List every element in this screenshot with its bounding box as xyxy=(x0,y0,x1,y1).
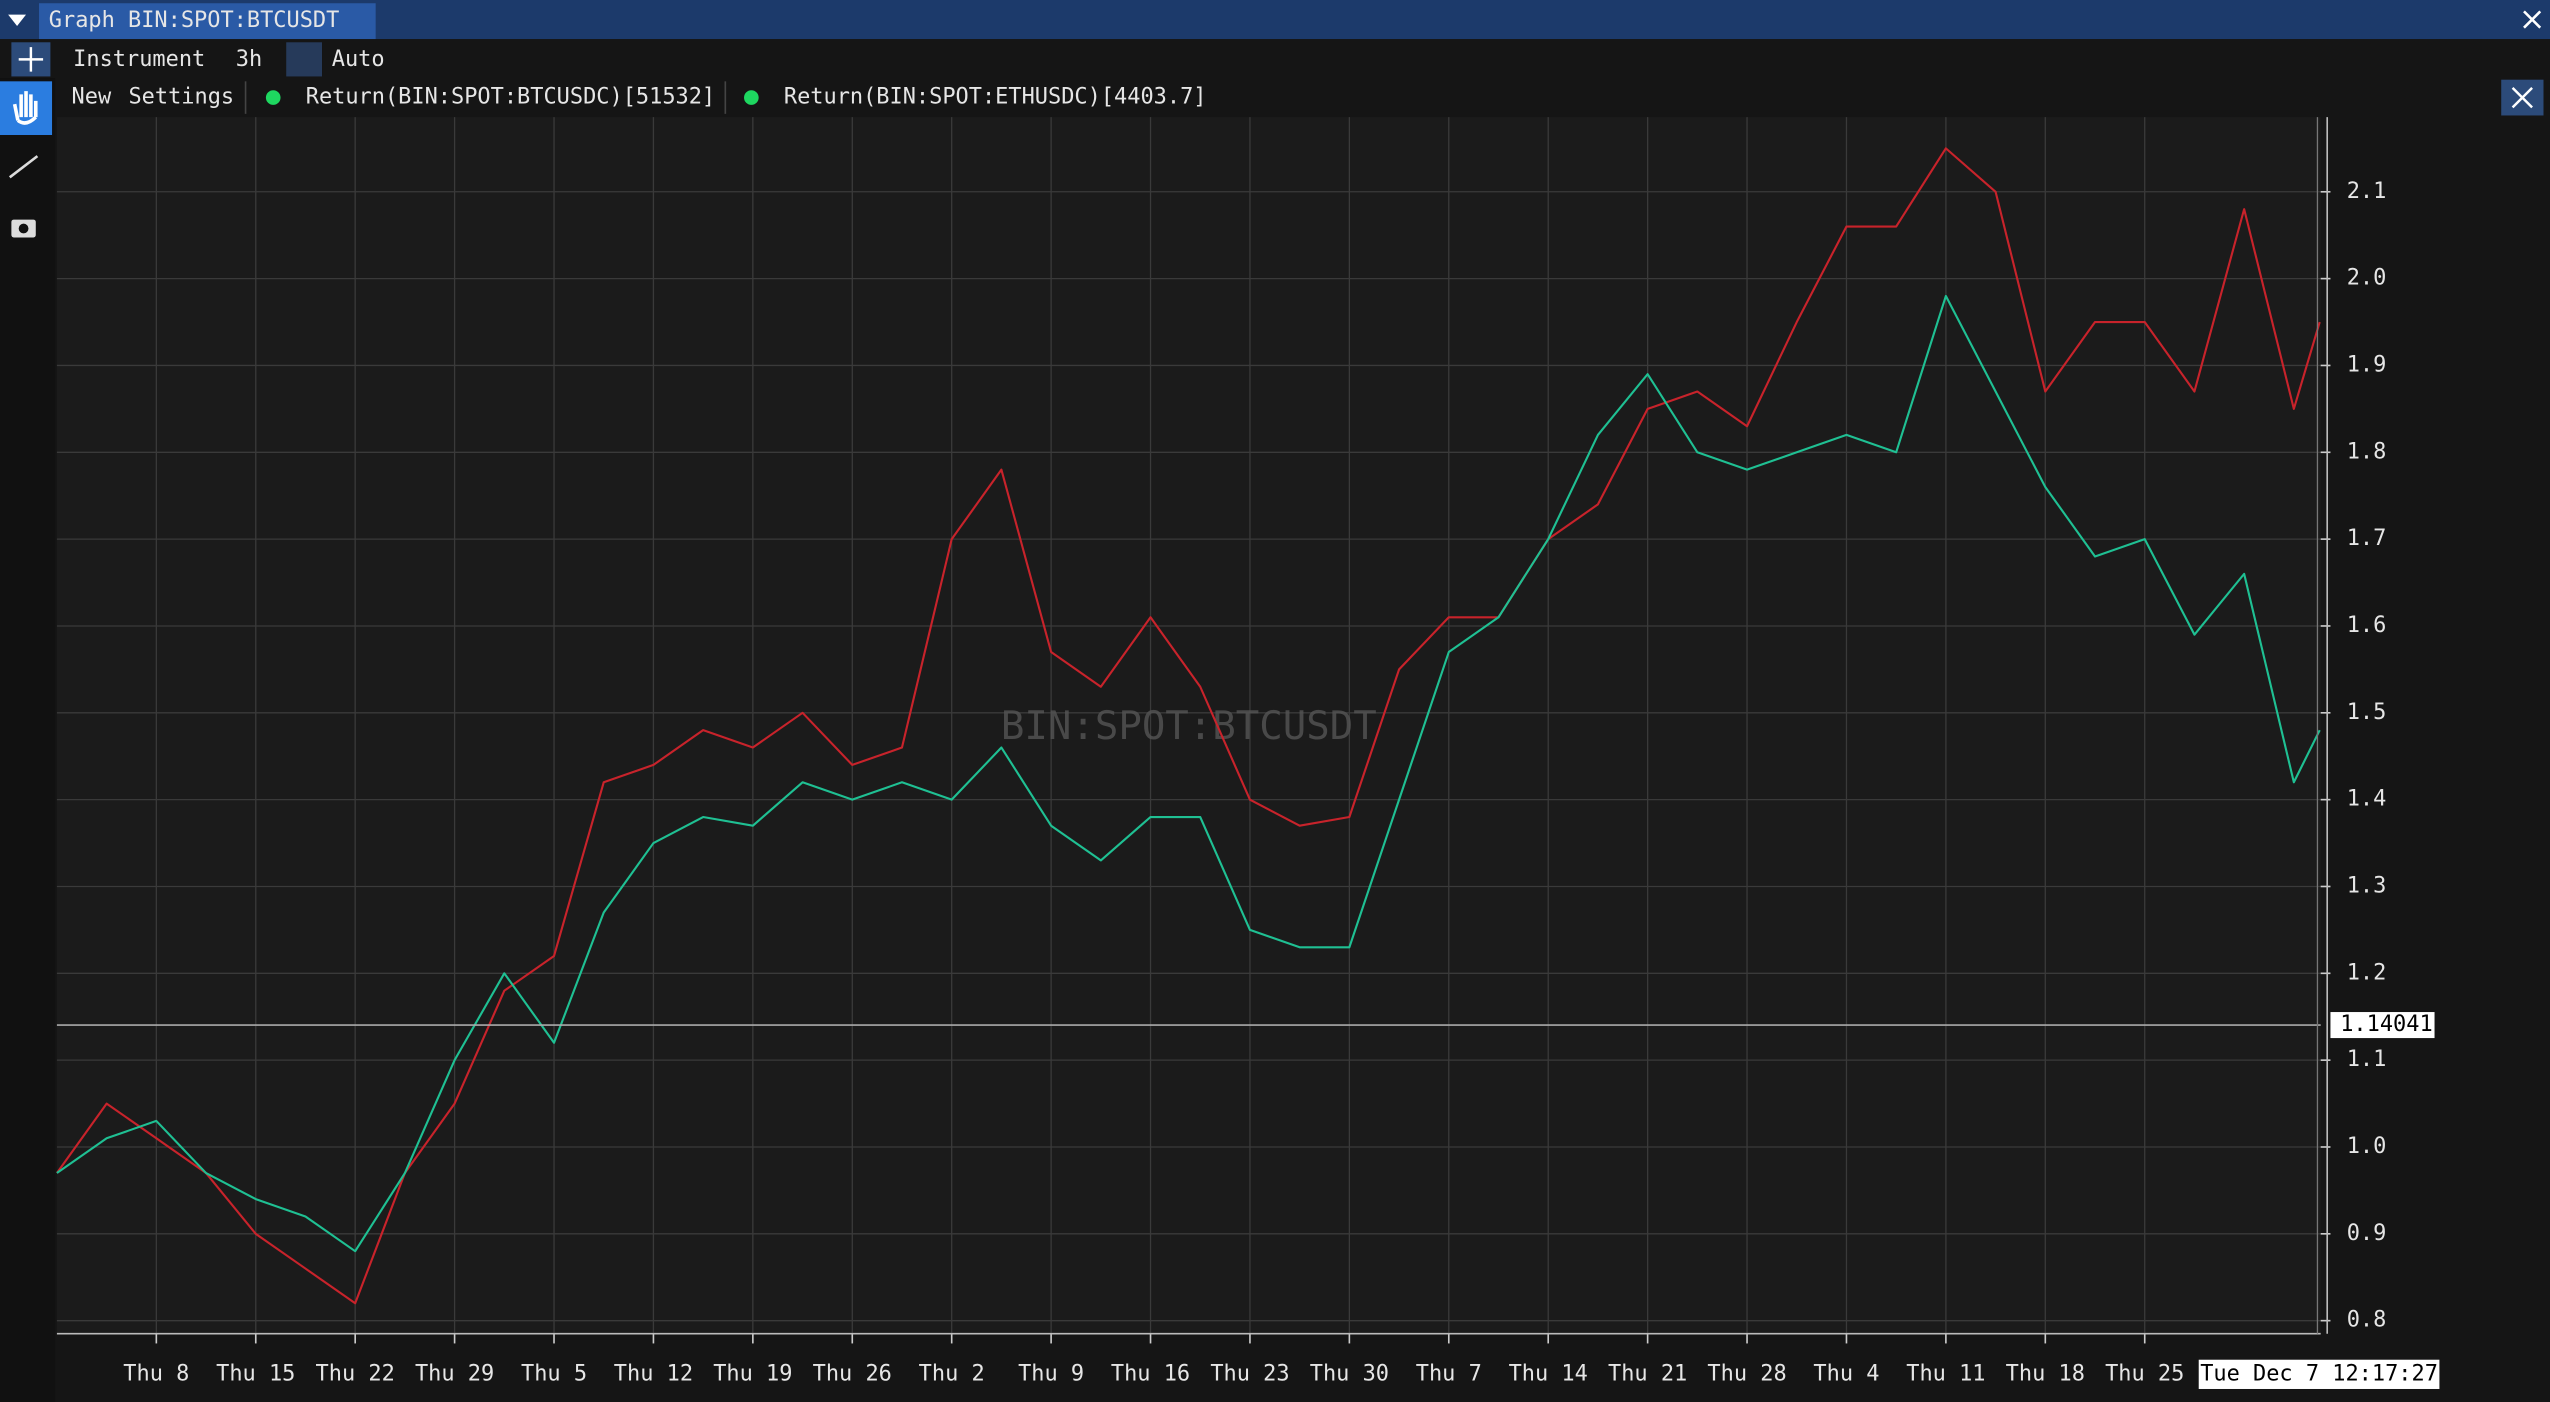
side-toolbar xyxy=(0,78,56,1402)
toolbar-item[interactable]: Instrument xyxy=(73,47,205,72)
x-tick-label: Thu 7 xyxy=(1416,1361,1482,1386)
y-tick-label: 1.1 xyxy=(2347,1047,2387,1072)
x-tick-label: Thu 8 xyxy=(123,1361,189,1386)
x-tick-label: Thu 11 xyxy=(1906,1361,1985,1386)
camera-lens xyxy=(18,223,29,234)
x-tick-label: Thu 30 xyxy=(1310,1361,1389,1386)
x-tick-label: Thu 14 xyxy=(1509,1361,1588,1386)
title-bar xyxy=(0,0,2550,40)
x-tick-label: Thu 18 xyxy=(2006,1361,2085,1386)
legend-entry[interactable]: Return(BIN:SPOT:BTCUSDC)[51532] xyxy=(306,85,715,110)
crosshair-x-label: Tue Dec 7 12:17:27 xyxy=(2200,1361,2438,1386)
y-tick-label: 2.0 xyxy=(2347,266,2387,291)
y-tick-label: 0.9 xyxy=(2347,1221,2387,1246)
color-swatch[interactable] xyxy=(286,42,323,77)
hand-icon xyxy=(12,91,38,125)
y-tick-label: 1.7 xyxy=(2347,526,2387,551)
x-tick-label: Thu 5 xyxy=(521,1361,587,1386)
x-tick-label: Thu 29 xyxy=(415,1361,494,1386)
toolbar-item[interactable]: 3h xyxy=(236,47,262,72)
x-tick-label: Thu 19 xyxy=(713,1361,792,1386)
x-tick-label: Thu 4 xyxy=(1813,1361,1879,1386)
x-tick-label: Thu 23 xyxy=(1210,1361,1289,1386)
close-window[interactable] xyxy=(2523,10,2542,29)
x-tick-label: Thu 21 xyxy=(1608,1361,1687,1386)
menu-arrow[interactable] xyxy=(8,14,27,27)
tab[interactable] xyxy=(39,3,376,40)
status-dot xyxy=(265,90,281,105)
y-tick-label: 0.8 xyxy=(2347,1308,2387,1333)
x-tick-label: Thu 12 xyxy=(614,1361,693,1386)
y-tick-label: 2.1 xyxy=(2347,179,2387,204)
crosshair-x-box xyxy=(2198,1359,2440,1389)
x-tick-label: Thu 16 xyxy=(1111,1361,1190,1386)
y-tick-label: 1.5 xyxy=(2347,700,2387,725)
status-dot xyxy=(744,90,759,105)
y-tick-label: 1.6 xyxy=(2347,613,2387,638)
x-tick-label: Thu 2 xyxy=(919,1361,985,1386)
y-tick-label: 1.3 xyxy=(2347,873,2387,898)
crosshair-y-label: 1.14041 xyxy=(2340,1012,2432,1037)
x-tick-label: Thu 15 xyxy=(216,1361,295,1386)
legend-bar-item[interactable]: Settings xyxy=(128,85,234,110)
toolbar-item[interactable]: Auto xyxy=(332,47,385,72)
x-tick-label: Thu 26 xyxy=(813,1361,892,1386)
y-tick-label: 1.9 xyxy=(2347,352,2387,377)
legend-bar-item[interactable]: New xyxy=(72,85,112,110)
watermark: BIN:SPOT:BTCUSDT xyxy=(1001,704,1377,749)
x-tick-label: Thu 25 xyxy=(2105,1361,2184,1386)
legend-entry[interactable]: Return(BIN:SPOT:ETHUSDC)[4403.7] xyxy=(784,85,1207,110)
y-tick-label: 1.4 xyxy=(2347,787,2387,812)
y-tick-label: 1.8 xyxy=(2347,439,2387,464)
y-tick-label: 1.2 xyxy=(2347,960,2387,985)
x-tick-label: Thu 9 xyxy=(1018,1361,1084,1386)
x-tick-label: Thu 28 xyxy=(1707,1361,1786,1386)
crosshair-y-box xyxy=(2330,1012,2435,1039)
y-tick-label: 1.0 xyxy=(2347,1134,2387,1159)
series-line xyxy=(56,294,2321,1253)
x-icon xyxy=(2511,86,2533,109)
line-tool[interactable] xyxy=(8,155,39,179)
series-line xyxy=(56,147,2321,1305)
plus-icon xyxy=(18,47,44,72)
tab-title: Graph BIN:SPOT:BTCUSDT xyxy=(49,8,340,33)
x-tick-label: Thu 22 xyxy=(316,1361,395,1386)
